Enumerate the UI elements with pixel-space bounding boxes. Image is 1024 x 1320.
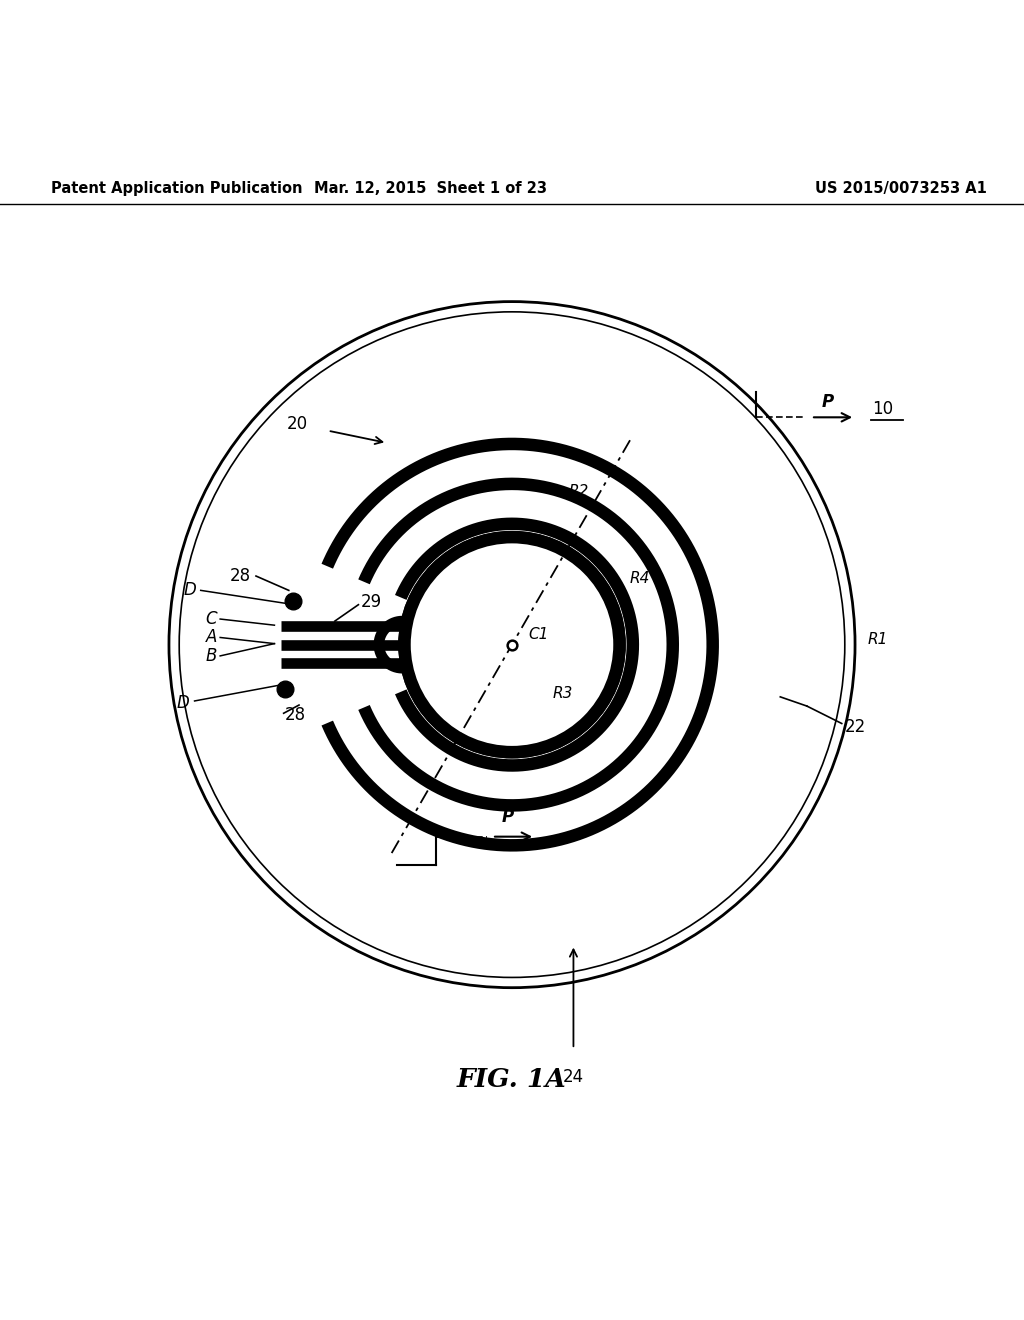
Text: Patent Application Publication: Patent Application Publication (51, 181, 303, 197)
Text: US 2015/0073253 A1: US 2015/0073253 A1 (815, 181, 987, 197)
Text: 24: 24 (563, 1068, 584, 1085)
Text: C1: C1 (528, 627, 549, 642)
Text: R4: R4 (630, 570, 650, 586)
Text: Mar. 12, 2015  Sheet 1 of 23: Mar. 12, 2015 Sheet 1 of 23 (313, 181, 547, 197)
Text: P: P (821, 393, 834, 411)
Text: 10: 10 (872, 400, 894, 418)
Text: R3: R3 (553, 686, 573, 701)
Text: D: D (177, 694, 189, 711)
Text: FIG. 1A: FIG. 1A (457, 1068, 567, 1093)
Text: P: P (502, 808, 513, 826)
Text: 28: 28 (229, 568, 251, 585)
Text: 29: 29 (360, 593, 382, 611)
Text: D: D (184, 581, 197, 599)
Text: R1: R1 (867, 632, 888, 647)
Text: 20: 20 (287, 416, 307, 433)
Wedge shape (286, 556, 512, 733)
Text: A: A (206, 628, 217, 647)
Circle shape (404, 537, 620, 752)
Text: C: C (206, 610, 217, 628)
Text: B: B (206, 647, 217, 665)
Circle shape (404, 537, 620, 752)
Text: 28: 28 (285, 706, 306, 725)
Text: 22: 22 (845, 718, 866, 735)
Text: R2: R2 (568, 483, 589, 499)
